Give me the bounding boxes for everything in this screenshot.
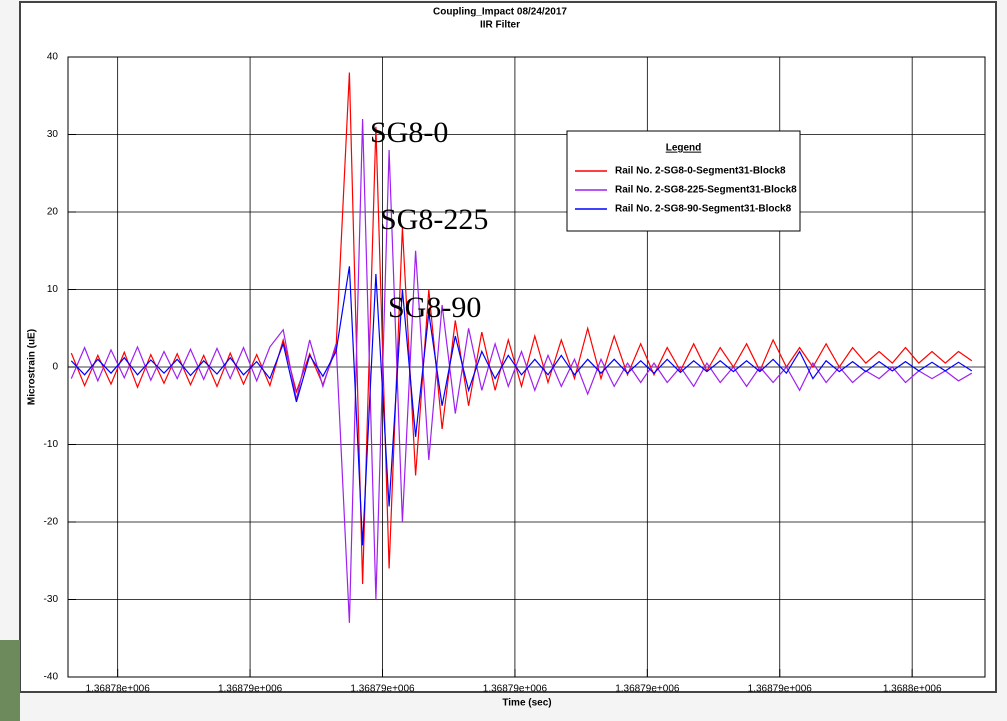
chart-title: Coupling_Impact 08/24/2017: [433, 7, 567, 18]
x-tick-label: 1.36879e+006: [350, 684, 415, 695]
annotation: SG8-225: [380, 203, 488, 236]
y-tick-label: -30: [44, 594, 59, 605]
y-axis-label: Microstrain (uE): [27, 329, 38, 405]
y-tick-label: -40: [44, 672, 59, 683]
x-axis-label: Time (sec): [502, 698, 551, 709]
data-line: [70, 118, 973, 623]
legend-label: Rail No. 2-SG8-90-Segment31-Block8: [615, 204, 792, 215]
y-tick-label: 20: [47, 207, 59, 218]
data-line: [70, 266, 973, 546]
annotation: SG8-90: [388, 291, 481, 324]
legend-label: Rail No. 2-SG8-225-Segment31-Block8: [615, 185, 797, 196]
x-tick-label: 1.36878e+006: [86, 684, 151, 695]
x-tick-label: 1.36879e+006: [218, 684, 283, 695]
y-tick-label: -10: [44, 439, 59, 450]
legend-label: Rail No. 2-SG8-0-Segment31-Block8: [615, 166, 786, 177]
y-tick-label: 0: [52, 362, 58, 373]
y-tick-label: 10: [47, 284, 59, 295]
chart-subtitle: IIR Filter: [480, 20, 520, 31]
y-tick-label: -20: [44, 517, 59, 528]
annotation: SG8-0: [370, 116, 448, 149]
y-tick-label: 40: [47, 52, 59, 63]
legend-title: Legend: [666, 143, 702, 154]
legend-box: [566, 130, 801, 232]
x-tick-label: 1.36879e+006: [615, 684, 680, 695]
x-tick-label: 1.36879e+006: [748, 684, 813, 695]
data-line: [70, 72, 973, 585]
background-fragment: [0, 640, 20, 721]
x-tick-label: 1.3688e+006: [883, 684, 942, 695]
x-tick-label: 1.36879e+006: [483, 684, 548, 695]
y-tick-label: 30: [47, 129, 59, 140]
